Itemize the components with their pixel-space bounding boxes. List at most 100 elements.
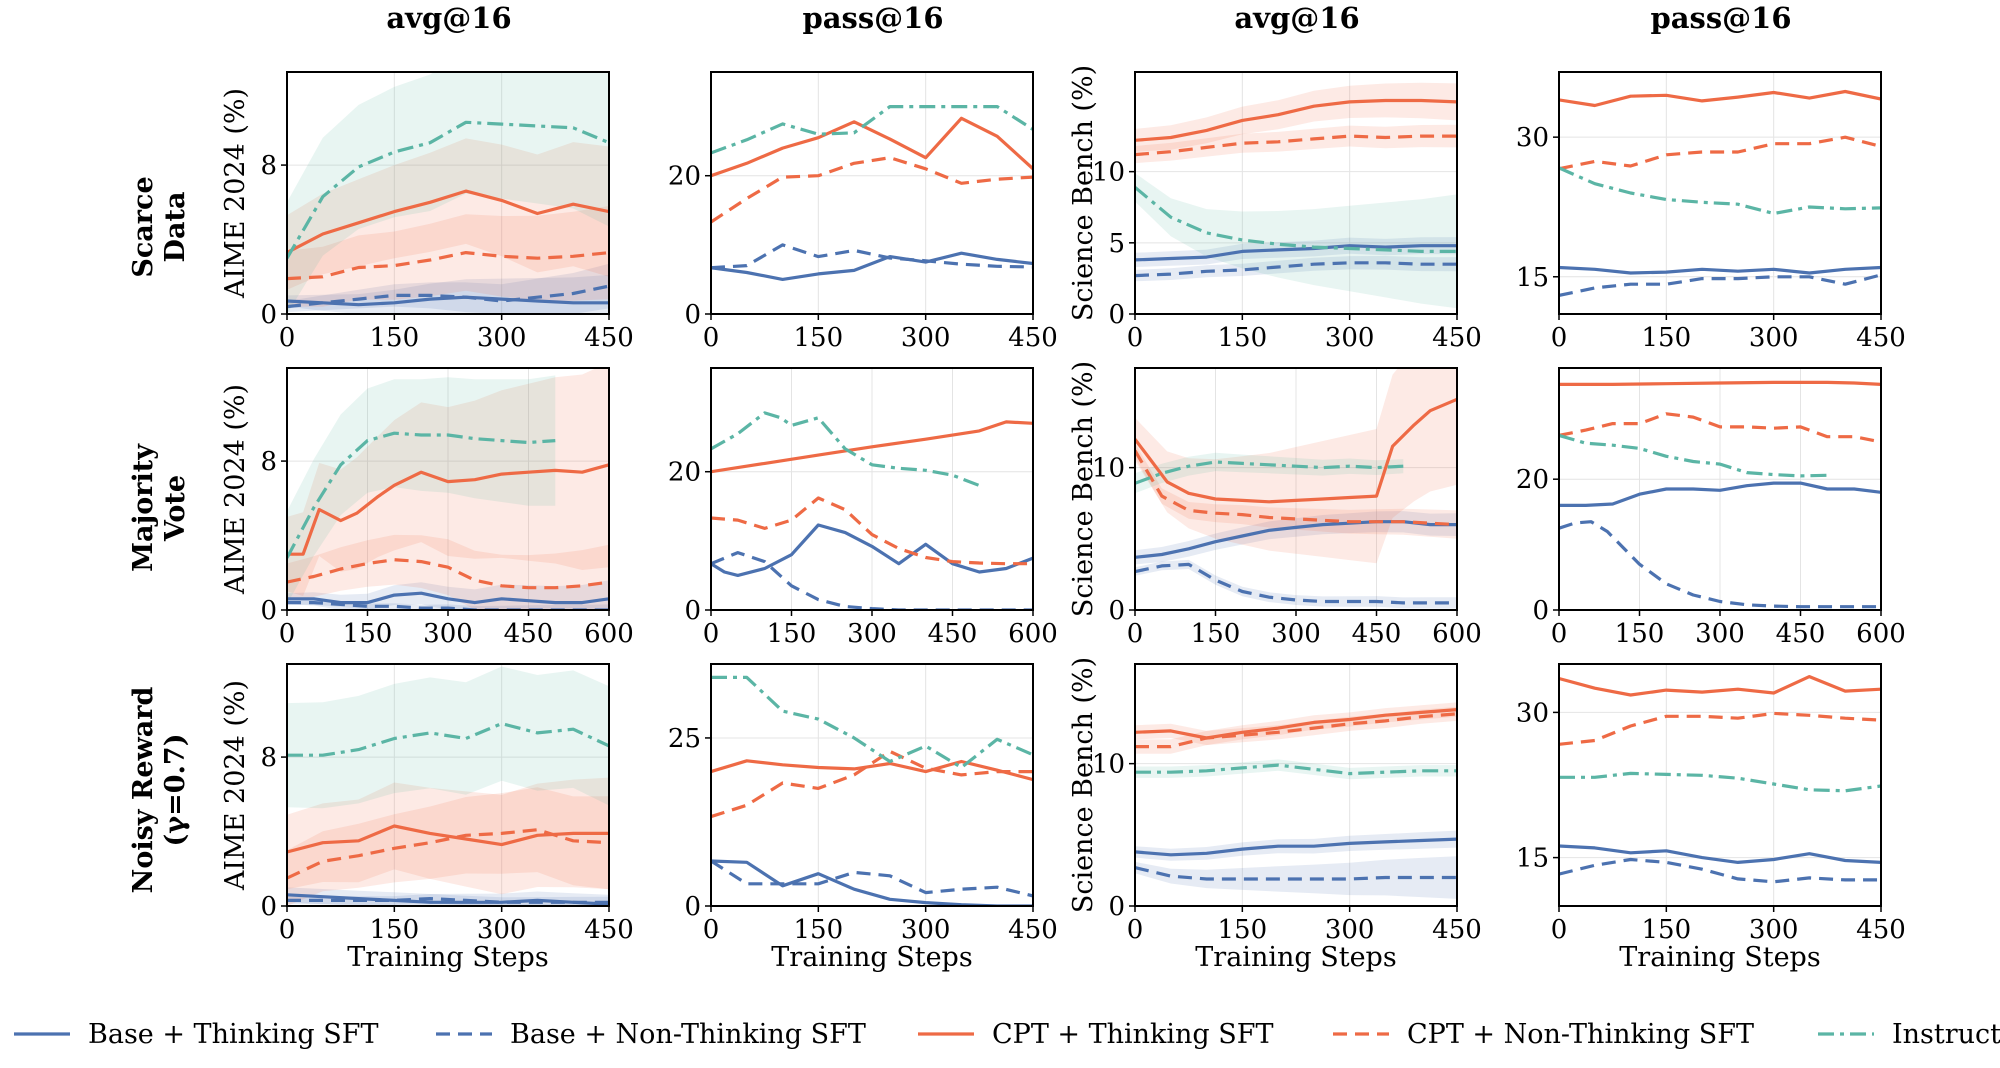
y-axis-label: Science Bench (%) <box>1068 361 1099 617</box>
series-line <box>287 189 609 255</box>
series-line <box>1559 380 1881 386</box>
y-tick-label: 0 <box>260 892 277 922</box>
x-tick-label: 150 <box>1191 619 1241 649</box>
x-tick-label: 150 <box>1615 619 1665 649</box>
series-line <box>1135 763 1457 776</box>
confidence-bands <box>287 368 609 610</box>
series-line <box>287 828 609 880</box>
y-tick-label: 0 <box>1108 892 1125 922</box>
x-tick-label: 450 <box>1856 323 1906 353</box>
confidence-band <box>287 600 609 610</box>
x-tick-label: 450 <box>1008 323 1058 353</box>
y-tick-label: 30 <box>1516 698 1549 728</box>
column-title: pass@16 <box>1650 1 1791 35</box>
y-tick-label: 20 <box>1516 465 1549 495</box>
x-tick-label: 450 <box>1352 619 1402 649</box>
y-tick-label: 0 <box>1532 596 1549 626</box>
x-tick-label: 150 <box>370 915 420 945</box>
series-line <box>711 251 1033 281</box>
series-lines <box>287 431 609 610</box>
y-axis-label: Science Bench (%) <box>1068 657 1099 913</box>
x-tick-label: 150 <box>343 619 393 649</box>
series-lines <box>287 120 609 309</box>
series-line <box>1135 837 1457 857</box>
axes-frame <box>1558 663 1882 907</box>
series-line <box>287 284 609 309</box>
x-tick-label: 300 <box>1325 323 1375 353</box>
x-axis-label: Training Steps <box>347 942 548 973</box>
row-label: Noisy Reward <box>128 687 159 894</box>
series-line <box>711 675 1033 770</box>
y-tick-label: 10 <box>1092 454 1125 484</box>
series-line <box>287 591 609 605</box>
axes-frame <box>1558 71 1882 315</box>
confidence-band <box>287 666 609 809</box>
row-label: Data <box>160 192 191 263</box>
legend-label: CPT + Non-Thinking SFT <box>1407 1019 1754 1050</box>
y-tick-label: 8 <box>260 151 277 181</box>
x-tick-label: 300 <box>423 619 473 649</box>
confidence-band <box>287 72 609 314</box>
subplot-panel: 0 150 300 450 600 0 20 <box>1516 367 1906 649</box>
y-tick-label: 15 <box>1516 844 1549 874</box>
confidence-band <box>287 138 609 290</box>
y-tick-label: 0 <box>684 596 701 626</box>
grid <box>1558 664 1882 906</box>
series-line <box>1559 166 1881 216</box>
x-tick-label: 450 <box>1856 915 1906 945</box>
x-tick-label: 0 <box>279 619 296 649</box>
series-line <box>287 558 609 590</box>
x-tick-label: 0 <box>1127 619 1144 649</box>
x-tick-label: 600 <box>1856 619 1906 649</box>
x-tick-label: 300 <box>477 915 527 945</box>
series-lines <box>711 104 1033 281</box>
x-tick-label: 300 <box>847 619 897 649</box>
confidence-band <box>1135 237 1457 267</box>
series-line <box>1135 186 1457 253</box>
series-line <box>287 251 609 281</box>
y-axis-label: AIME 2024 (%) <box>220 88 251 299</box>
x-tick-label: 300 <box>901 915 951 945</box>
x-tick-label: 450 <box>1776 619 1826 649</box>
y-tick-label: 20 <box>668 162 701 192</box>
series-line <box>1135 708 1457 740</box>
x-tick-label: 600 <box>1008 619 1058 649</box>
x-tick-label: 0 <box>1551 619 1568 649</box>
x-tick-label: 600 <box>584 619 634 649</box>
series-line <box>287 896 609 904</box>
series-line <box>1559 771 1881 793</box>
series-lines <box>1559 674 1881 884</box>
row-label: (γ=0.7) <box>160 734 191 847</box>
legend-item: Base + Non-Thinking SFT <box>436 1019 866 1050</box>
legend: Base + Thinking SFT Base + Non-Thinking S… <box>14 1019 2000 1050</box>
series-line <box>1559 265 1881 275</box>
x-tick-label: 300 <box>901 323 951 353</box>
series-line <box>287 721 609 757</box>
x-tick-label: 300 <box>1695 619 1745 649</box>
x-tick-label: 0 <box>1127 915 1144 945</box>
confidence-band <box>1135 511 1457 565</box>
y-tick-label: 0 <box>684 300 701 330</box>
axes-frame <box>1134 663 1458 907</box>
y-tick-label: 8 <box>260 743 277 773</box>
subplot-panel: 0 150 300 450 0 25 Training Steps <box>668 663 1058 973</box>
y-tick-label: 5 <box>1108 229 1125 259</box>
x-tick-label: 150 <box>370 323 420 353</box>
subplot-panel: 0 150 300 450 15 30 <box>1516 71 1906 353</box>
series-line <box>1135 866 1457 881</box>
x-tick-label: 450 <box>584 915 634 945</box>
confidence-band <box>1135 256 1457 282</box>
series-line <box>711 749 1033 819</box>
series-line <box>287 463 609 556</box>
series-line <box>711 156 1033 224</box>
y-tick-label: 0 <box>260 300 277 330</box>
series-line <box>287 295 609 307</box>
x-tick-label: 0 <box>703 323 720 353</box>
series-line <box>1559 857 1881 884</box>
y-tick-label: 15 <box>1516 263 1549 293</box>
series-line <box>1559 520 1881 609</box>
